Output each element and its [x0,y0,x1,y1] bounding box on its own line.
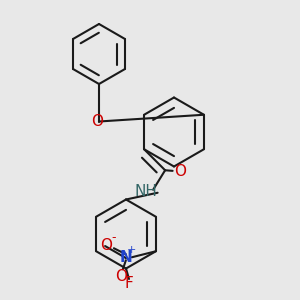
Text: O: O [116,269,128,284]
Text: O: O [92,114,104,129]
Text: O: O [100,238,112,253]
Text: +: + [127,245,136,255]
Text: F: F [124,276,134,291]
Text: -: - [112,231,116,244]
Text: NH: NH [134,184,157,199]
Text: O: O [174,164,186,179]
Text: N: N [119,250,132,265]
